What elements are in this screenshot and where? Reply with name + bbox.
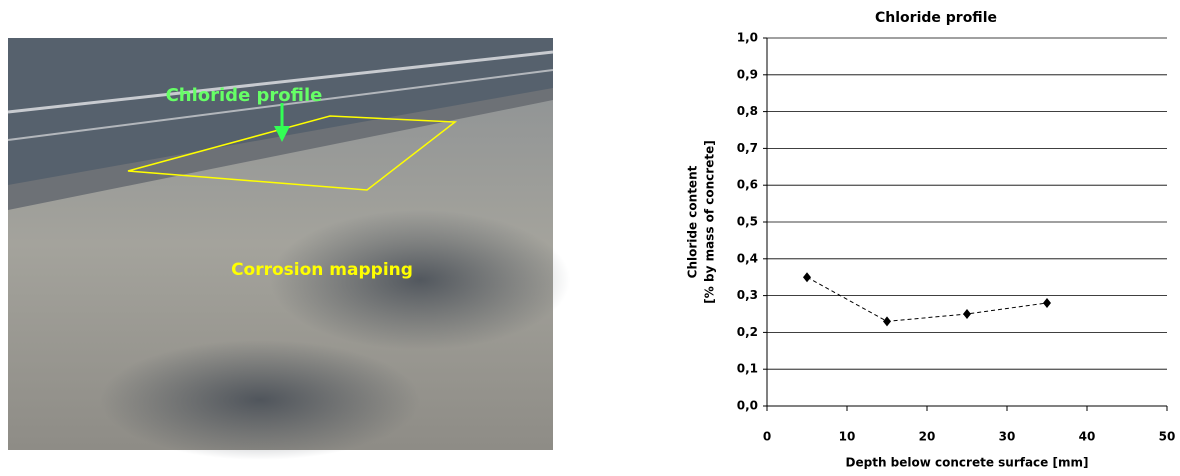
y-tick-label: 0,2: [737, 325, 758, 339]
photo: Chloride profile Corrosion mapping: [8, 38, 570, 460]
y-tick-label: 0,6: [737, 178, 758, 192]
y-tick-label: 1,0: [737, 31, 758, 45]
photo-shadow: [100, 340, 420, 460]
x-tick-label: 50: [1159, 430, 1176, 444]
x-tick-label: 30: [999, 430, 1016, 444]
chart-title: Chloride profile: [875, 10, 997, 26]
y-tick-label: 0,5: [737, 215, 758, 229]
data-point: [1043, 298, 1051, 308]
y-tick-label: 0,4: [737, 251, 758, 265]
y-tick-label: 0,9: [737, 67, 758, 81]
y-tick-label: 0,8: [737, 104, 758, 118]
x-tick-label: 10: [839, 430, 856, 444]
x-tick-label: 0: [763, 430, 771, 444]
x-tick-label: 20: [919, 430, 936, 444]
y-tick-label: 0,3: [737, 288, 758, 302]
data-point: [883, 316, 891, 326]
data-point: [803, 272, 811, 282]
data-point: [963, 309, 971, 319]
y-tick-label: 0,7: [737, 141, 758, 155]
y-tick-label: 0,0: [737, 399, 758, 413]
data-line: [807, 277, 1047, 321]
page: Chloride profile Corrosion mapping Chlor…: [0, 0, 1180, 476]
y-axis-title: Chloride content: [686, 165, 700, 278]
photo-label: Chloride profile: [166, 85, 323, 106]
y-tick-label: 0,1: [737, 362, 758, 376]
x-tick-label: 40: [1079, 430, 1096, 444]
x-axis-title: Depth below concrete surface [mm]: [846, 456, 1089, 470]
photo-shadow: [270, 210, 570, 350]
photo-label: Corrosion mapping: [231, 260, 413, 280]
y-axis-title: [% by mass of concrete]: [703, 140, 717, 303]
